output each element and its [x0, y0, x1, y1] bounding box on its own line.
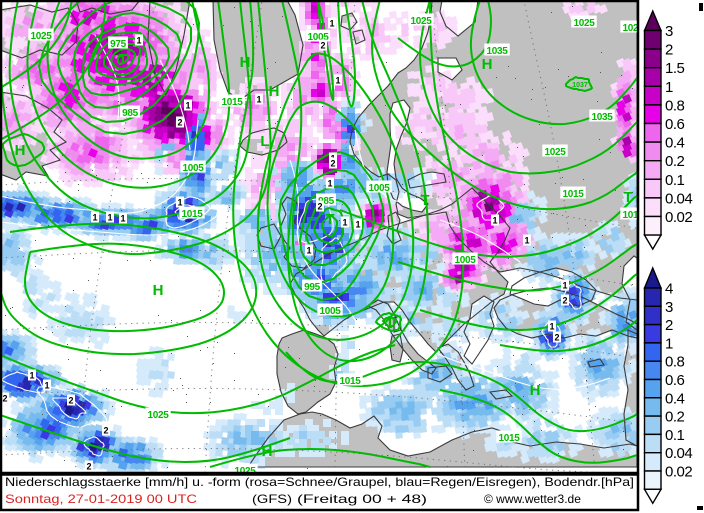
svg-text:2: 2 — [68, 396, 73, 406]
svg-text:2: 2 — [320, 41, 325, 51]
svg-text:1025: 1025 — [234, 466, 256, 477]
svg-text:2: 2 — [562, 296, 567, 306]
svg-text:2: 2 — [103, 426, 108, 436]
svg-text:1005: 1005 — [454, 255, 476, 266]
svg-text:2: 2 — [86, 462, 91, 472]
svg-text:1: 1 — [335, 76, 340, 86]
svg-text:H: H — [15, 142, 26, 159]
svg-text:1: 1 — [136, 36, 141, 46]
svg-text:0.2: 0.2 — [665, 409, 685, 426]
svg-text:1025: 1025 — [544, 147, 566, 158]
svg-text:1: 1 — [492, 216, 497, 226]
svg-text:0.04: 0.04 — [665, 190, 692, 207]
svg-text:1005: 1005 — [307, 32, 329, 43]
svg-text:1: 1 — [29, 371, 34, 381]
svg-text:T: T — [420, 192, 429, 209]
svg-text:T: T — [325, 211, 334, 228]
svg-text:1: 1 — [177, 198, 182, 208]
svg-text:Niederschlagsstaerke [mm/h] u.: Niederschlagsstaerke [mm/h] u. -form (ro… — [5, 475, 634, 489]
svg-text:1: 1 — [306, 246, 311, 256]
svg-text:0.4: 0.4 — [665, 390, 685, 407]
svg-text:2: 2 — [330, 159, 335, 169]
svg-text:1: 1 — [256, 95, 261, 105]
svg-text:H: H — [153, 282, 164, 299]
svg-text:0.1: 0.1 — [665, 172, 685, 189]
svg-text:2: 2 — [2, 394, 7, 404]
svg-text:0.6: 0.6 — [665, 372, 685, 389]
svg-text:1005: 1005 — [182, 163, 204, 174]
svg-text:1015: 1015 — [622, 210, 644, 221]
svg-text:2: 2 — [177, 118, 182, 128]
svg-text:1: 1 — [329, 19, 334, 29]
svg-text:1015: 1015 — [498, 433, 520, 444]
svg-text:L: L — [260, 133, 269, 150]
svg-text:3: 3 — [665, 23, 673, 40]
svg-text:H: H — [482, 56, 493, 73]
svg-text:1015: 1015 — [221, 97, 243, 108]
svg-text:1.5: 1.5 — [665, 60, 685, 77]
svg-text:0.8: 0.8 — [665, 354, 685, 371]
svg-text:1037: 1037 — [572, 82, 588, 89]
svg-text:1025: 1025 — [30, 31, 52, 42]
svg-text:975: 975 — [110, 39, 127, 50]
svg-text:0.04: 0.04 — [665, 445, 692, 462]
svg-text:T: T — [623, 189, 632, 206]
svg-text:2: 2 — [665, 42, 673, 59]
svg-text:1: 1 — [107, 213, 112, 223]
svg-text:1035: 1035 — [486, 46, 508, 57]
svg-text:1025: 1025 — [622, 23, 644, 34]
svg-text:H: H — [530, 382, 541, 399]
svg-text:T: T — [385, 314, 394, 331]
svg-text:985: 985 — [122, 108, 139, 119]
svg-text:1: 1 — [327, 179, 332, 189]
svg-text:1: 1 — [665, 335, 673, 352]
svg-text:0.4: 0.4 — [665, 135, 685, 152]
svg-text:1: 1 — [355, 220, 360, 230]
svg-text:0.02: 0.02 — [665, 464, 692, 481]
svg-text:2: 2 — [554, 333, 559, 343]
svg-text:1025: 1025 — [410, 16, 432, 27]
svg-text:H: H — [262, 443, 273, 460]
svg-text:4: 4 — [665, 281, 673, 298]
svg-text:© www.wetter3.de: © www.wetter3.de — [484, 492, 581, 506]
svg-text:1015: 1015 — [562, 189, 584, 200]
svg-text:H: H — [269, 83, 280, 100]
svg-text:(Freitag 00 + 48): (Freitag 00 + 48) — [297, 492, 427, 506]
svg-text:Sonntag, 27-01-2019 00 UTC: Sonntag, 27-01-2019 00 UTC — [5, 492, 197, 506]
svg-text:1: 1 — [120, 214, 125, 224]
svg-text:1035: 1035 — [591, 112, 613, 123]
svg-text:1025: 1025 — [147, 410, 169, 421]
svg-text:2: 2 — [665, 317, 673, 334]
svg-text:0.2: 0.2 — [665, 153, 685, 170]
svg-text:2: 2 — [317, 202, 322, 212]
svg-text:1005: 1005 — [368, 183, 390, 194]
svg-text:T: T — [118, 51, 127, 68]
svg-text:1005: 1005 — [319, 306, 341, 317]
svg-text:1: 1 — [185, 101, 190, 111]
svg-text:1: 1 — [562, 281, 567, 291]
svg-text:1015: 1015 — [181, 209, 203, 220]
svg-text:0.8: 0.8 — [665, 97, 685, 114]
svg-text:1: 1 — [549, 322, 554, 332]
svg-text:0.02: 0.02 — [665, 209, 692, 226]
svg-text:1: 1 — [44, 381, 49, 391]
svg-text:H: H — [240, 54, 251, 71]
svg-text:1: 1 — [92, 213, 97, 223]
svg-text:1: 1 — [665, 79, 673, 96]
svg-text:(GFS): (GFS) — [252, 492, 292, 506]
svg-text:0.6: 0.6 — [665, 116, 685, 133]
svg-text:1025: 1025 — [573, 18, 595, 29]
svg-text:995: 995 — [304, 282, 321, 293]
svg-text:1: 1 — [524, 236, 529, 246]
svg-text:985: 985 — [318, 196, 335, 207]
svg-text:1: 1 — [342, 218, 347, 228]
svg-text:3: 3 — [665, 299, 673, 316]
svg-text:0.1: 0.1 — [665, 427, 685, 444]
svg-text:1015: 1015 — [339, 376, 361, 387]
